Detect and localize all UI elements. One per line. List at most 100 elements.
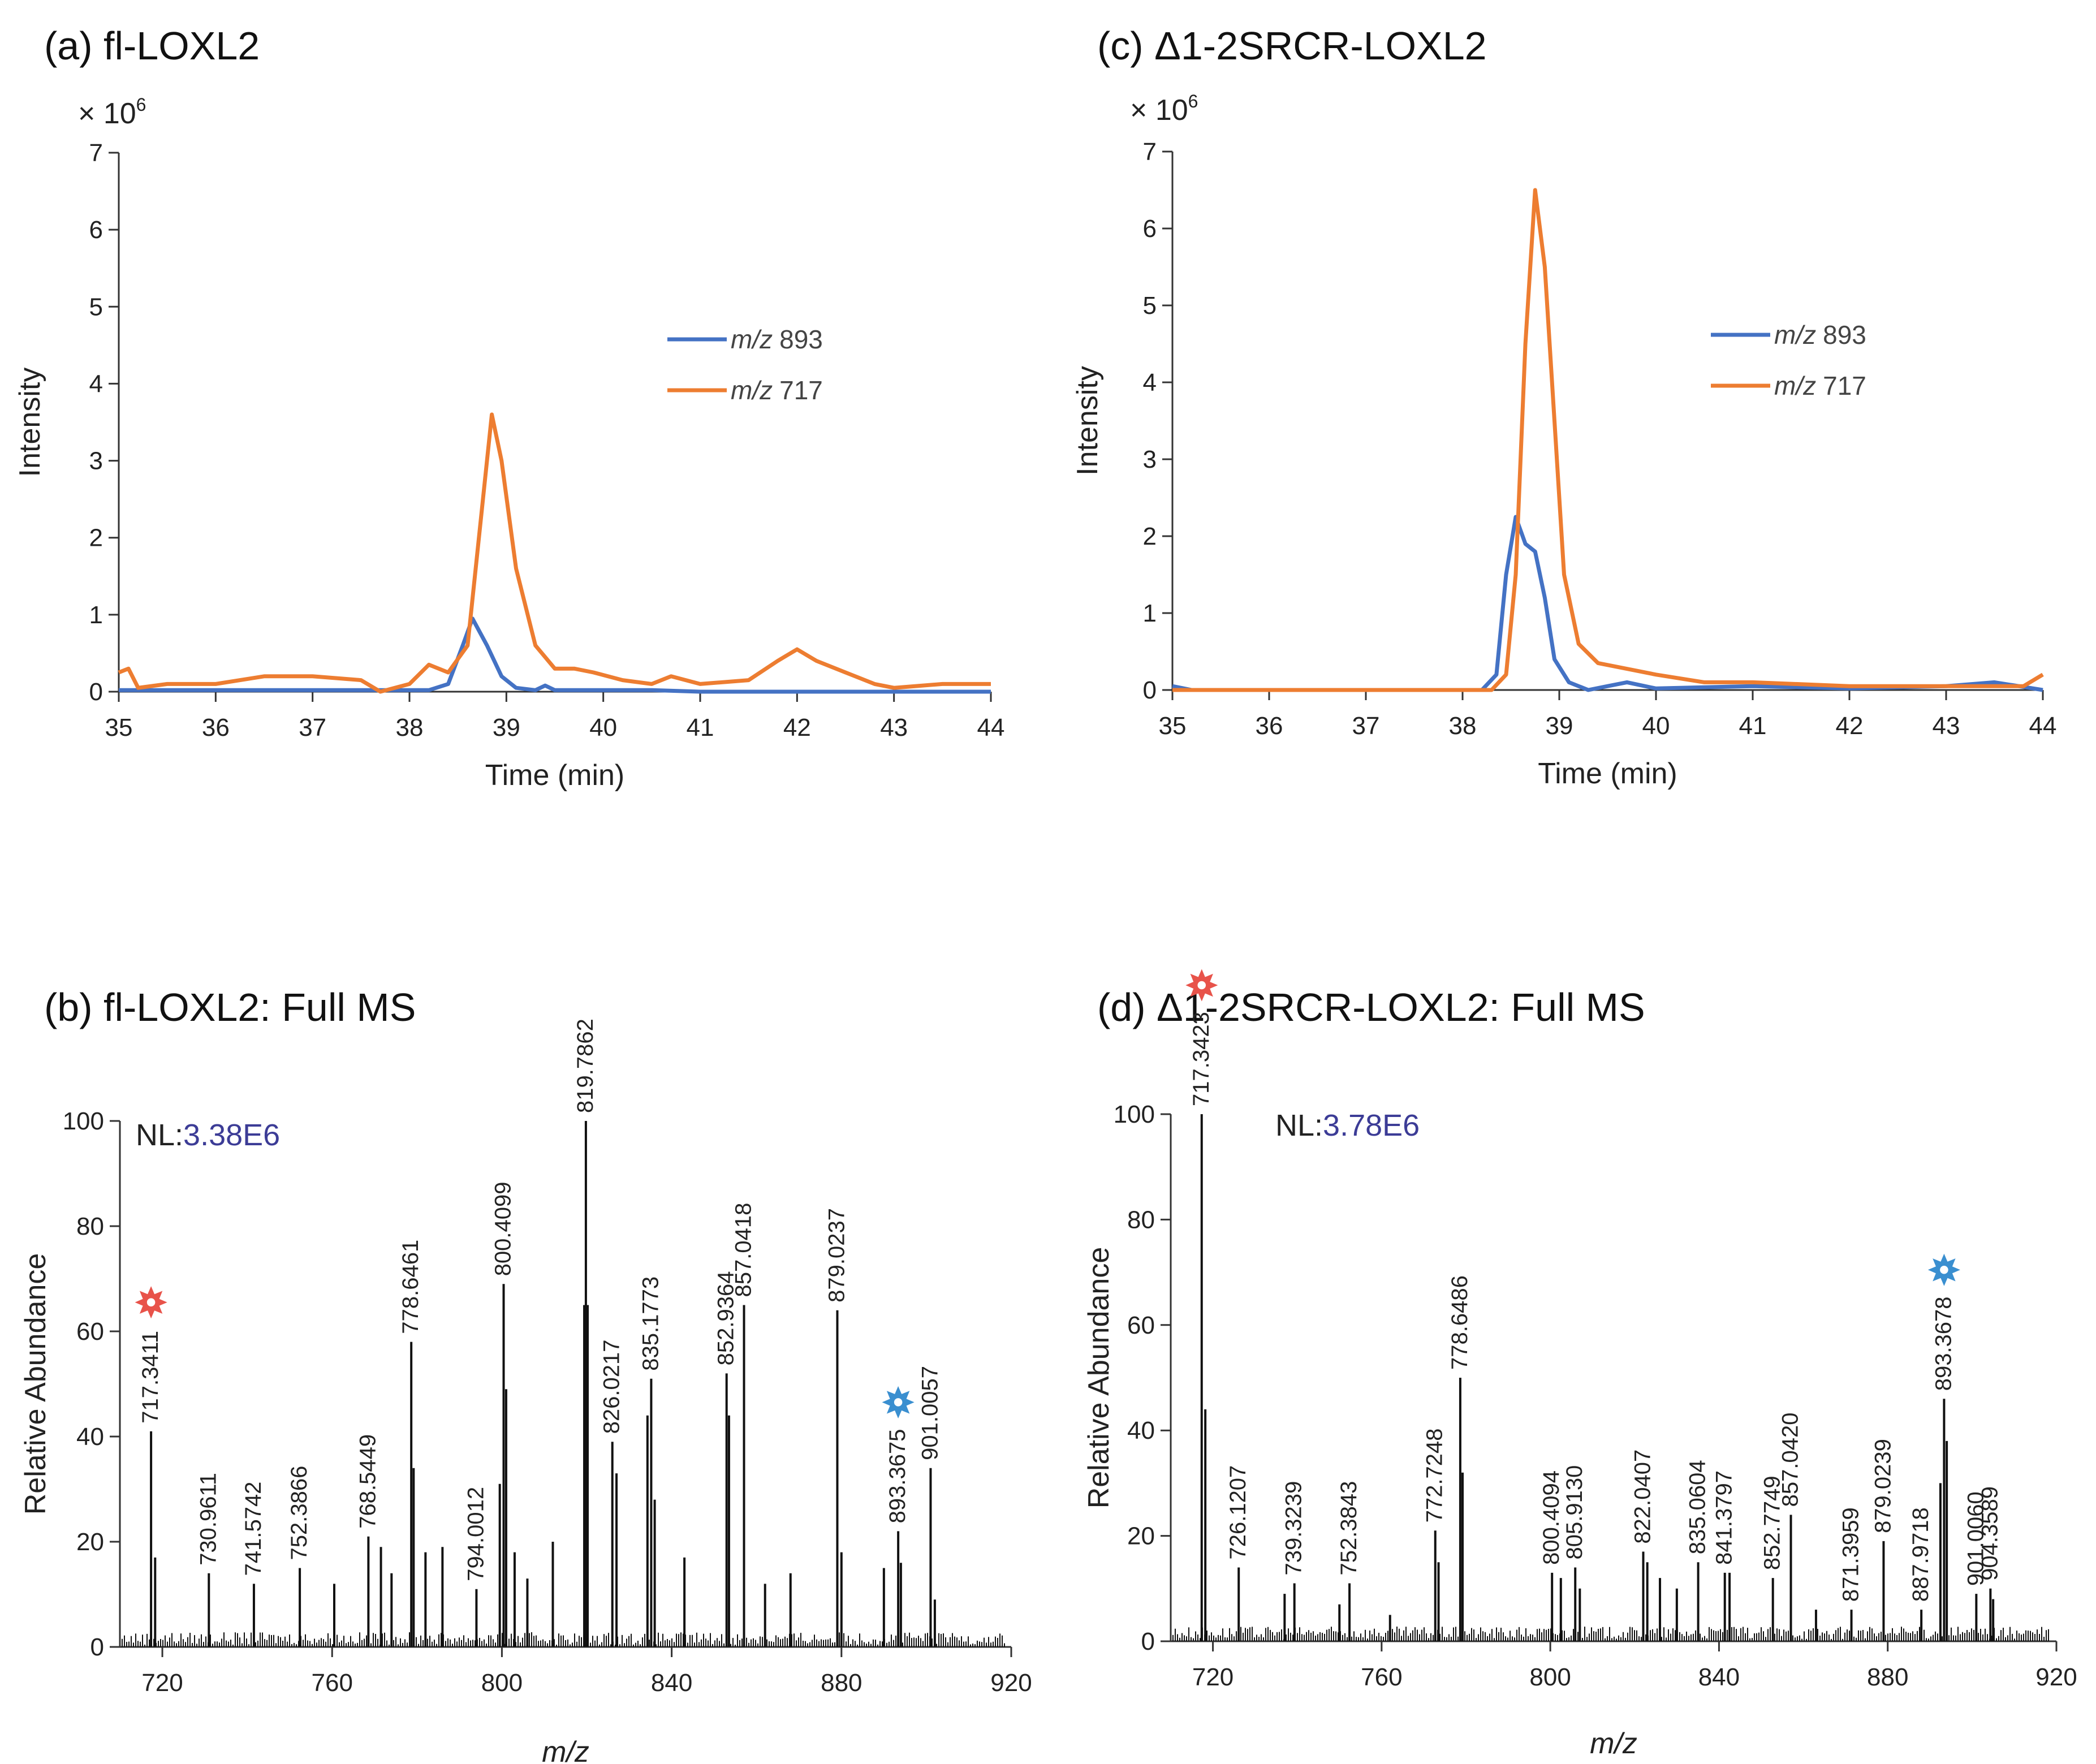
x-tick-label: 44 <box>977 714 1005 741</box>
x-tick-label: 42 <box>1836 712 1864 740</box>
y-multiplier-base: × 10 <box>78 97 136 130</box>
y-tick-label: 20 <box>1127 1523 1155 1550</box>
x-tick-label: 880 <box>1867 1663 1908 1691</box>
peak-label: 772.7248 <box>1422 1428 1447 1523</box>
chart-c: (c) Δ1-2SRCR-LOXL2 0 1 2 3 4 5 6 7 35 36 37 38 39 40 41… <box>1071 24 2056 790</box>
y-tick-label: 100 <box>1114 1101 1155 1128</box>
peak-label: 805.9130 <box>1562 1465 1587 1560</box>
y-multiplier-exponent: 6 <box>136 94 146 115</box>
y-tick-label: 0 <box>89 678 103 706</box>
y-tick-label: 6 <box>89 216 103 244</box>
y-axis-label: Intensity <box>1071 366 1104 476</box>
x-tick-label: 35 <box>1159 712 1187 740</box>
legend-mz-prefix: m/z <box>1774 371 1816 400</box>
y-tick-label: 4 <box>1143 369 1157 396</box>
peak-label: 887.9718 <box>1908 1507 1933 1602</box>
peak-label: 901.0057 <box>917 1366 942 1460</box>
x-tick-label: 920 <box>990 1669 1032 1697</box>
y-tick-label: 20 <box>76 1528 104 1556</box>
peak-label: 717.3423 <box>1189 1012 1214 1106</box>
y-tick-label: 2 <box>89 524 103 552</box>
y-tick-label: 60 <box>1127 1312 1155 1339</box>
nl-prefix: NL: <box>1275 1109 1323 1142</box>
peak-label: 778.6486 <box>1447 1275 1472 1370</box>
chart-d: (d) Δ1-2SRCR-LOXL2: Full MS 0 20 40 60 80 100 7… <box>1082 969 2077 1760</box>
peak-label: 794.0012 <box>463 1487 488 1581</box>
chart-title: (a) fl-LOXL2 <box>44 24 260 68</box>
y-tick-label: 7 <box>1143 138 1157 166</box>
y-tick-label: 60 <box>76 1318 104 1345</box>
red-star-icon-center <box>146 1298 156 1306</box>
x-tick-label: 800 <box>481 1669 523 1697</box>
peak-label: 904.3589 <box>1977 1486 2002 1581</box>
peak-label: 901.0060 <box>1963 1491 1988 1586</box>
x-tick-label: 800 <box>1529 1663 1571 1691</box>
y-tick-label: 0 <box>1143 676 1157 704</box>
x-tick-label: 38 <box>1449 712 1477 740</box>
y-axis-label: Relative Abundance <box>19 1253 52 1515</box>
x-tick-label: 920 <box>2035 1663 2077 1691</box>
x-tick-label: 39 <box>1546 712 1573 740</box>
nl-value: 3.38E6 <box>183 1118 280 1152</box>
x-tick-label: 37 <box>299 714 326 741</box>
y-tick-label: 40 <box>1127 1417 1155 1444</box>
y-tick-label: 5 <box>89 293 103 321</box>
x-tick-label: 40 <box>589 714 617 741</box>
chart-title: (b) fl-LOXL2: Full MS <box>44 985 416 1029</box>
peak-label: 857.0420 <box>1778 1412 1803 1507</box>
y-tick-label: 1 <box>89 601 103 629</box>
chart-b: (b) fl-LOXL2: Full MS 0 20 40 60 80 100 720 760 8… <box>19 985 1032 1764</box>
chart-title: (c) Δ1-2SRCR-LOXL2 <box>1097 24 1487 68</box>
x-tick-label: 760 <box>312 1669 353 1697</box>
y-multiplier: × 106 <box>78 94 146 130</box>
legend-entry-mz-717: m/z 717 <box>731 376 823 405</box>
x-tick-label: 35 <box>105 714 133 741</box>
y-tick-label: 100 <box>63 1107 104 1135</box>
legend-mz-value: 717 <box>1823 371 1866 400</box>
nl-value: 3.78E6 <box>1323 1109 1420 1142</box>
x-axis-label: m/z <box>542 1736 589 1764</box>
y-tick-label: 3 <box>89 447 103 475</box>
peak-label: 752.3843 <box>1336 1481 1361 1576</box>
x-tick-label: 36 <box>1256 712 1283 740</box>
y-tick-label: 7 <box>89 139 103 167</box>
x-tick-label: 40 <box>1642 712 1670 740</box>
peak-label: 852.9364 <box>714 1271 739 1366</box>
x-tick-label: 38 <box>396 714 424 741</box>
peak-label: 741.5742 <box>241 1482 266 1576</box>
peak-label: 726.1207 <box>1226 1465 1250 1560</box>
x-tick-label: 720 <box>1192 1663 1234 1691</box>
y-tick-label: 0 <box>1141 1628 1155 1655</box>
peak-label: 852.7749 <box>1760 1476 1785 1570</box>
y-tick-label: 0 <box>90 1633 104 1661</box>
x-tick-label: 44 <box>2029 712 2057 740</box>
legend-mz-value: 893 <box>779 325 823 354</box>
x-tick-label: 840 <box>1698 1663 1740 1691</box>
x-axis-label: Time (min) <box>485 759 625 792</box>
series-line-mz-893 <box>119 616 991 694</box>
legend-mz-prefix: m/z <box>1774 320 1816 350</box>
legend-mz-value: 717 <box>779 376 823 405</box>
peak-label: 835.1773 <box>638 1276 663 1371</box>
legend-entry-mz-717: m/z 717 <box>1774 371 1866 400</box>
y-multiplier: × 106 <box>1130 91 1198 127</box>
legend-entry-mz-893: m/z 893 <box>731 325 823 354</box>
x-tick-label: 720 <box>141 1669 183 1697</box>
chart-title: (d) Δ1-2SRCR-LOXL2: Full MS <box>1097 985 1645 1029</box>
peak-label: 857.0418 <box>731 1203 756 1297</box>
series-line-mz-717 <box>118 412 991 694</box>
y-tick-label: 3 <box>1143 446 1157 473</box>
x-tick-label: 41 <box>687 714 714 741</box>
peak-label: 893.3675 <box>885 1429 910 1524</box>
peak-label: 871.3959 <box>1839 1507 1864 1602</box>
x-tick-label: 880 <box>821 1669 862 1697</box>
x-tick-label: 42 <box>783 714 811 741</box>
peak-label: 730.9611 <box>196 1473 221 1565</box>
x-axis-label: Time (min) <box>1538 757 1677 790</box>
y-tick-label: 2 <box>1143 523 1157 550</box>
red-star-icon-center <box>1197 981 1206 990</box>
legend-mz-value: 893 <box>1823 320 1866 350</box>
peak-label: 800.4099 <box>491 1181 516 1276</box>
peak-label: 778.6461 <box>398 1240 423 1334</box>
peak-label: 835.0604 <box>1685 1460 1710 1554</box>
